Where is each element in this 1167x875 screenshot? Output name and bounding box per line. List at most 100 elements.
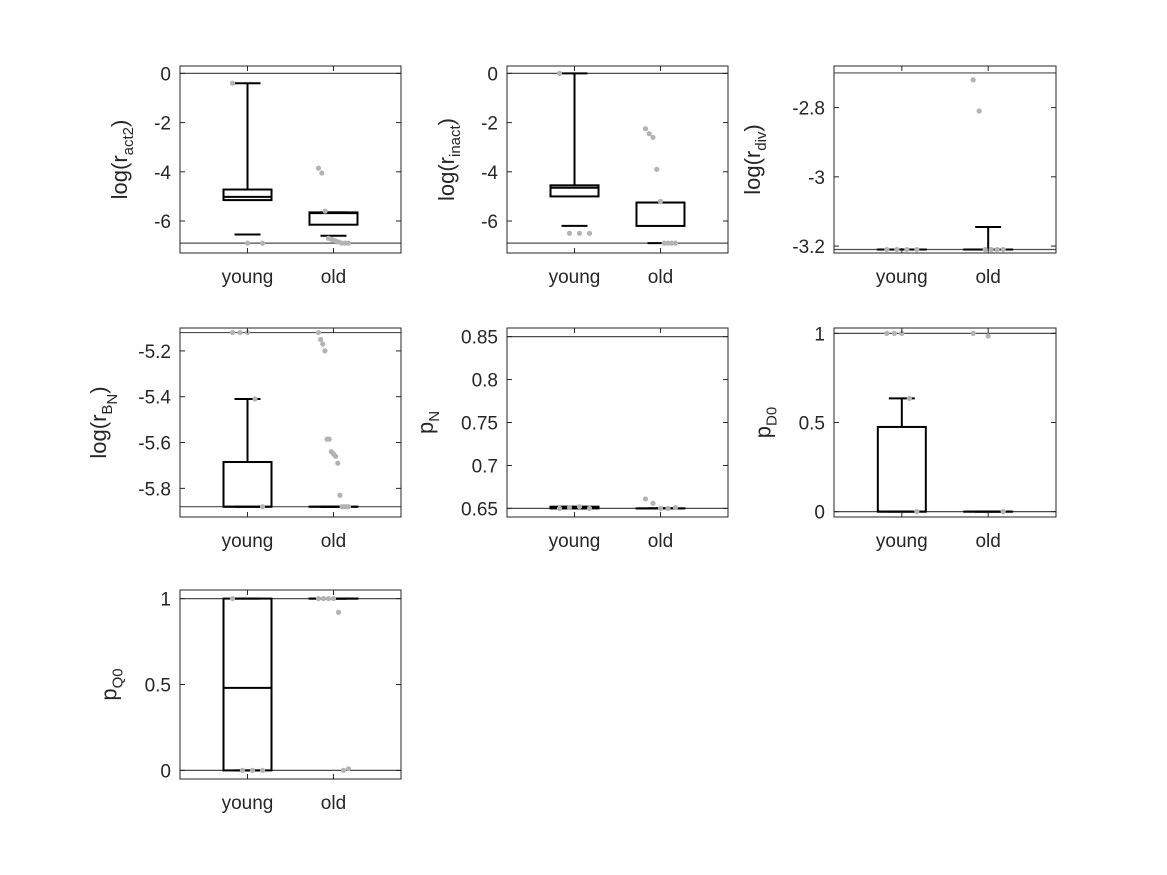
data-point bbox=[330, 595, 337, 602]
data-point bbox=[985, 333, 991, 339]
y-tick-label: -5.8 bbox=[138, 479, 171, 500]
x-tick-label: young bbox=[876, 531, 928, 552]
data-point bbox=[970, 77, 976, 83]
data-point bbox=[646, 131, 652, 137]
data-point bbox=[665, 240, 671, 246]
axes-frame bbox=[506, 327, 729, 518]
data-point bbox=[976, 108, 982, 114]
x-tick-label: young bbox=[222, 267, 274, 288]
y-tick-label: -2 bbox=[481, 114, 498, 135]
y-tick-label: 0.85 bbox=[461, 328, 498, 349]
subplot-7: 1 0.5 0 young old pQ0 bbox=[97, 589, 402, 814]
x-tick-label: old bbox=[975, 531, 1000, 552]
box bbox=[308, 211, 359, 226]
y-axis-label: log(rBN) bbox=[86, 386, 121, 458]
data-point bbox=[318, 336, 324, 343]
data-point bbox=[325, 595, 332, 602]
data-point bbox=[322, 208, 328, 214]
y-tick-label: -4 bbox=[154, 163, 171, 184]
box bbox=[222, 597, 273, 772]
y-tick-label: -5.2 bbox=[138, 342, 171, 363]
axes-frame bbox=[179, 65, 402, 254]
data-point bbox=[970, 330, 976, 336]
data-point bbox=[315, 165, 322, 171]
data-point bbox=[982, 246, 988, 253]
x-tick-label: young bbox=[549, 531, 601, 552]
x-tick-label: old bbox=[321, 531, 346, 552]
y-axis-label: log(rdiv) bbox=[740, 124, 770, 195]
data-point bbox=[642, 496, 649, 502]
y-tick-label: 0 bbox=[160, 64, 171, 85]
data-point bbox=[556, 70, 563, 76]
data-point bbox=[345, 766, 352, 772]
data-point bbox=[906, 395, 912, 402]
data-point bbox=[244, 240, 251, 246]
y-tick-label: -5.6 bbox=[138, 434, 171, 455]
data-point bbox=[320, 595, 327, 602]
y-tick-label: 1 bbox=[814, 324, 825, 345]
y-tick-label: -4 bbox=[481, 163, 498, 184]
data-point bbox=[576, 230, 583, 236]
x-tick-label: young bbox=[222, 793, 274, 814]
data-point bbox=[239, 767, 246, 774]
y-tick-label: 0 bbox=[814, 503, 825, 524]
data-point bbox=[259, 504, 266, 510]
data-point bbox=[335, 460, 341, 466]
box bbox=[549, 184, 600, 198]
data-point bbox=[315, 595, 322, 602]
data-point bbox=[672, 240, 679, 246]
x-tick-label: old bbox=[648, 267, 673, 288]
box bbox=[222, 188, 273, 202]
subplot-4: -5.2 -5.4 -5.6 -5.8 young old log(rBN) bbox=[86, 327, 402, 552]
y-tick-label: 0.65 bbox=[461, 499, 498, 520]
data-point bbox=[988, 246, 994, 253]
data-point bbox=[642, 126, 649, 132]
data-point bbox=[345, 240, 352, 246]
data-point bbox=[326, 436, 332, 442]
axes-frame bbox=[179, 589, 402, 780]
data-point bbox=[337, 492, 343, 498]
data-point bbox=[335, 609, 342, 615]
data-point bbox=[884, 330, 890, 336]
x-tick-label: old bbox=[321, 793, 346, 814]
y-tick-label: 0.75 bbox=[461, 414, 498, 435]
data-point bbox=[322, 348, 328, 354]
data-point bbox=[891, 330, 897, 336]
subplot-5: 0.85 0.8 0.75 0.7 0.65 young old pN bbox=[413, 327, 729, 552]
data-point bbox=[566, 230, 573, 236]
data-point bbox=[1000, 509, 1006, 515]
y-axis-label: pQ0 bbox=[97, 668, 127, 700]
data-point bbox=[994, 246, 1000, 253]
data-point bbox=[576, 504, 583, 510]
y-axis-label: log(ract2) bbox=[107, 120, 137, 200]
data-point bbox=[237, 329, 243, 336]
y-tick-label: -2 bbox=[154, 114, 171, 135]
data-point bbox=[249, 767, 256, 774]
data-point bbox=[259, 767, 266, 774]
data-point bbox=[586, 230, 593, 236]
x-tick-label: old bbox=[975, 267, 1000, 288]
data-point bbox=[556, 505, 563, 512]
data-point bbox=[894, 246, 900, 253]
y-tick-label: 1 bbox=[160, 590, 171, 611]
data-point bbox=[566, 504, 573, 511]
data-point bbox=[650, 500, 656, 506]
y-tick-label: 0.7 bbox=[472, 456, 498, 477]
axes-frame bbox=[179, 327, 402, 518]
data-point bbox=[340, 767, 347, 774]
data-point bbox=[914, 509, 920, 515]
x-tick-label: young bbox=[876, 267, 928, 288]
x-tick-label: young bbox=[549, 267, 601, 288]
box bbox=[635, 201, 686, 227]
y-tick-label: -2.8 bbox=[792, 99, 825, 120]
y-tick-label: -3 bbox=[808, 168, 825, 189]
y-axis-label: log(rinact) bbox=[434, 118, 464, 201]
subplot-1: 0 -2 -4 -6 young old log(ract2) bbox=[107, 64, 402, 288]
data-point bbox=[899, 330, 905, 336]
data-point bbox=[650, 134, 656, 140]
data-point bbox=[259, 240, 266, 246]
subplot-3: -2.8 -3 -3.2 young old log(rdiv) bbox=[740, 65, 1057, 288]
y-axis-label: pD0 bbox=[751, 407, 781, 438]
y-tick-label: -6 bbox=[154, 212, 171, 233]
